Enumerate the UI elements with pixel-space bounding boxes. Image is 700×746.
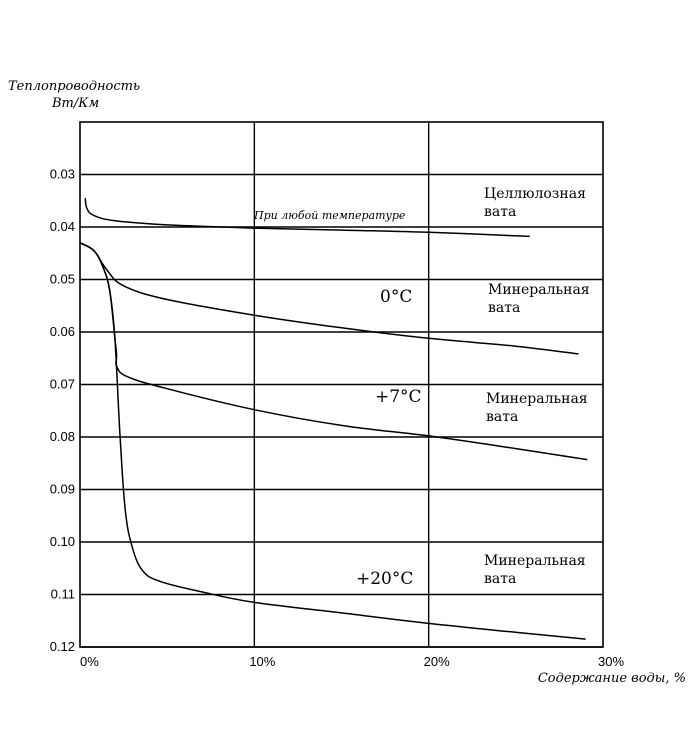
x-axis-title: Содержание воды, % (538, 671, 686, 686)
y-axis-title: Теплопроводность (8, 79, 140, 94)
y-axis-unit: Вт/Км (51, 96, 99, 111)
temp-label-7c: +7°C (375, 387, 422, 407)
label-cellulose-line2: вата (484, 204, 516, 220)
temp-label-20c: +20°C (356, 569, 413, 589)
x-tick-label: 10% (249, 654, 275, 669)
label-mineral-7-line1: Минеральная (486, 391, 588, 407)
series-line-mineral_0 (79, 242, 579, 355)
y-tick-label: 0.04 (50, 219, 75, 234)
temp-label-0c: 0°C (380, 287, 412, 307)
y-tick-label: 0.12 (50, 639, 75, 654)
y-tick-label: 0.03 (50, 167, 75, 182)
label-cellulose-line1: Целлюлозная (484, 186, 586, 202)
y-tick-label: 0.07 (50, 377, 75, 392)
y-tick-label: 0.10 (50, 534, 75, 549)
series-line-cellulose (84, 197, 530, 238)
label-mineral-7-line2: вата (486, 409, 518, 425)
label-mineral-0-line2: вата (488, 300, 520, 316)
curves (79, 197, 588, 640)
grid (79, 121, 604, 648)
x-tick-label: 20% (424, 654, 450, 669)
y-tick-label: 0.08 (50, 429, 75, 444)
y-tick-label: 0.05 (50, 272, 75, 287)
series-line-mineral_7 (79, 242, 588, 461)
y-tick-label: 0.09 (50, 482, 75, 497)
note-any-temperature: При любой температуре (253, 209, 406, 222)
label-mineral-20-line2: вата (484, 571, 516, 587)
series-line-mineral_20 (79, 242, 586, 640)
x-tick-label: 0% (80, 654, 99, 669)
y-tick-label: 0.06 (50, 324, 75, 339)
x-tick-label: 30% (598, 654, 624, 669)
label-mineral-20-line1: Минеральная (484, 553, 586, 569)
y-tick-label: 0.11 (51, 587, 75, 602)
label-mineral-0-line1: Минеральная (488, 282, 590, 298)
tick-labels: 0.03 0.04 0.05 0.06 0.07 0.08 0.09 0.10 0.11 0.12… (50, 167, 625, 670)
